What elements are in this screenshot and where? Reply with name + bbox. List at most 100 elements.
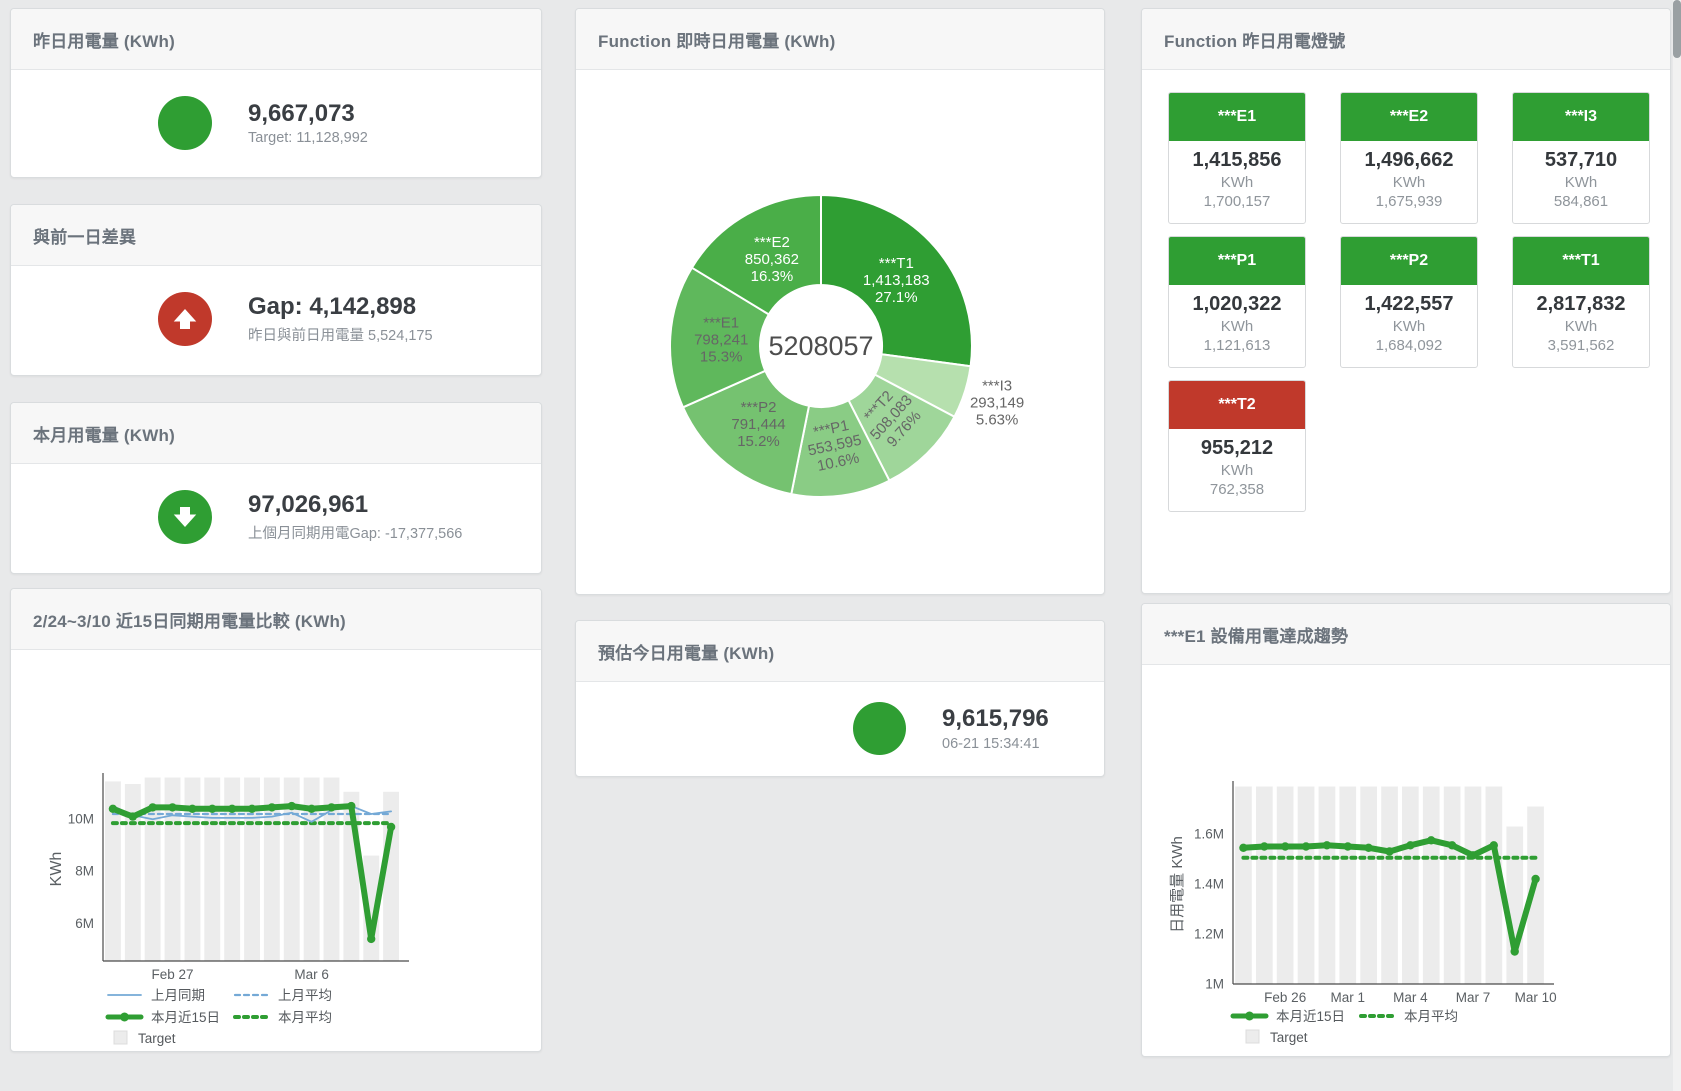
donut-slice[interactable] [669,266,770,409]
lamp-tile-value: 2,817,832 [1536,293,1626,315]
series-point[interactable] [1385,847,1394,856]
target-bar[interactable] [1360,786,1377,985]
lamp-tile-label: ***E1 [1169,93,1305,141]
lamp-tile-unit: KWh [1220,462,1254,479]
series-point[interactable] [347,801,356,811]
series-point[interactable] [1427,836,1436,845]
series-point[interactable] [148,803,157,812]
series-point[interactable] [168,803,177,812]
donut-slice[interactable] [682,369,810,496]
scrollbar-thumb[interactable] [1673,0,1681,58]
lamp-tile-label: ***T2 [1169,381,1305,429]
series-point[interactable] [1239,843,1248,852]
series-point[interactable] [1531,874,1540,884]
lamp-tile: ***E2 1,496,662 KWh 1,675,939 [1340,92,1478,224]
target-bar[interactable] [1235,786,1252,985]
series-point[interactable] [1489,841,1498,850]
target-bar[interactable] [1506,826,1524,985]
series-point[interactable] [188,804,197,813]
lamp-tile-target: 584,861 [1553,193,1609,210]
series-point[interactable] [128,812,137,821]
series-point[interactable] [1364,843,1373,852]
target-bar[interactable] [1527,806,1544,985]
lamp-tile-target: 1,121,613 [1203,337,1271,354]
stat-value: 9,615,796 [942,705,1049,733]
target-bar[interactable] [1485,786,1503,985]
legend-item[interactable]: 本月平均 [1359,1009,1458,1024]
lamp-grid: ***E1 1,415,856 KWh 1,700,157 ***E2 1,496,662… [1168,92,1670,512]
lamp-tile-label: ***E2 [1341,93,1477,141]
legend-item[interactable]: 本月近15日 [105,1010,220,1025]
green-status-circle-icon [158,96,212,150]
card-title: ***E1 設備用電達成趨勢 [1142,604,1670,665]
donut-slice-label: ***P2 791,444 15.2% [731,399,785,450]
target-bar[interactable] [1297,786,1315,985]
legend-label: Target [1270,1030,1308,1045]
series-point[interactable] [1322,841,1332,850]
target-bar[interactable] [1422,786,1440,985]
donut-center-value: 5208057 [768,331,873,361]
y-axis-title: 日用電量 KWh [1169,836,1186,933]
target-bar[interactable] [1402,786,1419,985]
stat-value: 97,026,961 [248,491,369,519]
legend-item[interactable]: 上月同期 [107,988,205,1003]
legend-label: 上月平均 [278,988,332,1003]
target-bar[interactable] [1443,786,1461,985]
target-bar[interactable] [1339,786,1357,985]
series-point[interactable] [1301,842,1311,851]
donut-slice-label: ***T1 1,413,183 27.1% [863,255,930,306]
legend-item[interactable]: 本月平均 [233,1010,332,1025]
series-point[interactable] [1281,842,1290,851]
card-title: 2/24~3/10 近15日同期用電量比較 (KWh) [11,589,541,650]
series-point[interactable] [327,803,336,812]
series-point[interactable] [1260,842,1269,851]
target-bar[interactable] [363,855,380,961]
stat-text: 97,026,961 上個月同期用電Gap: -17,377,566 [248,491,462,543]
lamp-tile-label: ***T1 [1513,237,1649,285]
series-point[interactable] [1343,842,1352,851]
lamp-tile: ***P1 1,020,322 KWh 1,121,613 [1168,236,1306,368]
scrollbar[interactable] [1673,0,1681,1091]
series-point[interactable] [1468,851,1478,860]
card-month-usage: 本月用電量 (KWh) 97,026,961 上個月同期用電Gap: -17,3… [10,402,542,574]
series-point[interactable] [208,804,217,813]
target-bar[interactable] [105,781,121,961]
series-point[interactable] [386,822,396,832]
series-point[interactable] [367,934,376,944]
legend-item[interactable]: 上月平均 [233,988,332,1003]
stat-subtext: Target: 11,128,992 [248,130,368,147]
donut-chart[interactable]: ***T1 1,413,183 27.1%***I3 293,149 5.63%***T… [576,70,1102,593]
donut-slice[interactable] [820,194,973,368]
series-point[interactable] [287,801,296,811]
stat-value: 9,667,073 [248,99,355,127]
card-realtime-donut: Function 即時日用電量 (KWh) ***T1 1,413,183 27.1… [575,8,1105,595]
target-bar[interactable] [1256,786,1273,985]
series-point[interactable] [267,803,277,812]
target-bar[interactable] [124,784,141,961]
target-bar[interactable] [383,791,399,961]
trend-line-chart[interactable]: 1M 1.2M 1.4M 1.6M Feb 26 Mar 1 Mar 4 Mar 7 Mar 1… [1142,665,1668,1055]
arrow-up-circle-icon [158,292,212,346]
lamp-tile-unit: KWh [1564,174,1598,191]
series-point[interactable] [1447,841,1457,850]
target-bar[interactable] [1276,786,1294,985]
y-tick-label: 1.6M [1194,827,1224,842]
target-bar[interactable] [1318,786,1336,985]
series-point[interactable] [227,804,237,813]
legend-label: 上月同期 [151,988,205,1003]
target-bar[interactable] [1381,786,1398,985]
target-bar[interactable] [1464,786,1482,985]
arrow-down-circle-icon [158,490,212,544]
series-point[interactable] [307,804,316,813]
donut-slice[interactable] [690,194,822,316]
series-point[interactable] [247,804,257,813]
series-point[interactable] [108,804,118,813]
series-point[interactable] [1510,947,1519,956]
legend-item[interactable]: Target [1245,1029,1308,1045]
series-point[interactable] [1406,841,1415,850]
legend-item[interactable]: Target [113,1030,176,1046]
legend-item[interactable]: 本月近15日 [1230,1009,1345,1024]
x-tick-label: Mar 7 [1456,990,1491,1005]
card-title: 與前一日差異 [11,205,541,266]
